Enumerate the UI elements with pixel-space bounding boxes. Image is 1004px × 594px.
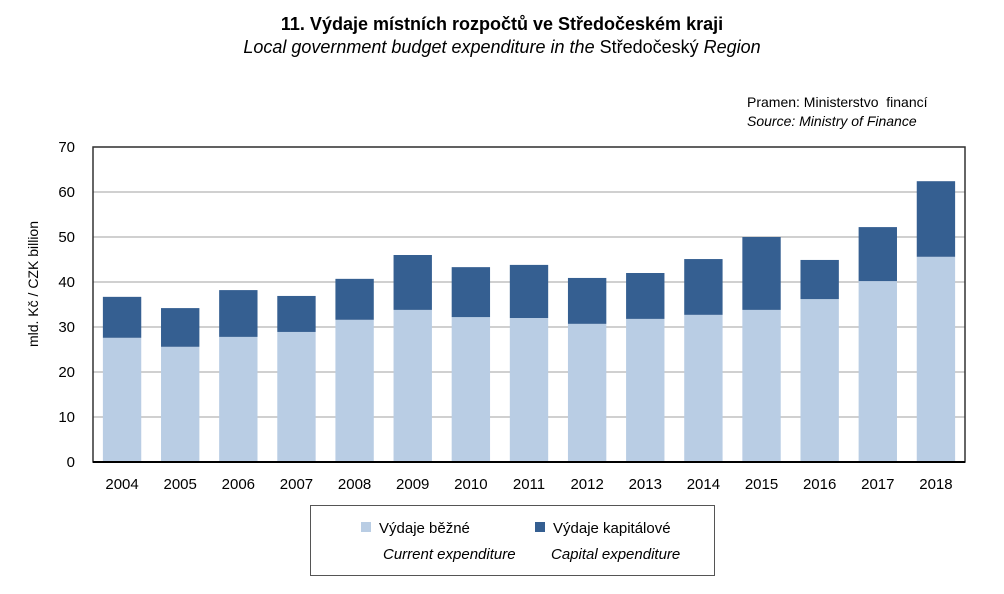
chart-subtitle: Local government budget expenditure in t… (0, 37, 1004, 58)
x-tick-label: 2005 (164, 476, 197, 493)
y-tick-label: 30 (58, 319, 75, 336)
x-tick-label: 2007 (280, 476, 313, 493)
bar-capital-expenditure (451, 267, 491, 318)
bar-current-expenditure (393, 309, 432, 462)
bar-capital-expenditure (509, 264, 549, 318)
x-tick-label: 2011 (513, 476, 545, 493)
bar-current-expenditure (684, 314, 723, 462)
bar-capital-expenditure (219, 290, 258, 337)
bar-capital-expenditure (102, 296, 142, 338)
bar-current-expenditure (161, 346, 200, 462)
bar-current-expenditure (277, 331, 316, 462)
source-en: Source: Ministry of Finance (747, 113, 917, 129)
legend-label-capital: Výdaje kapitálové (553, 520, 671, 537)
y-tick-label: 60 (58, 184, 75, 201)
bar-capital-expenditure (626, 273, 665, 319)
bar-current-expenditure (509, 318, 549, 462)
bar-capital-expenditure (742, 237, 781, 310)
bar-current-expenditure (219, 336, 258, 462)
source-note: Pramen: Ministerstvo financí Source: Min… (747, 93, 928, 131)
bar-capital-expenditure (393, 255, 432, 310)
x-tick-label: 2010 (454, 476, 487, 493)
bar-current-expenditure (916, 256, 956, 462)
bar-capital-expenditure (800, 259, 839, 300)
legend-item-current: Výdaje běžné (361, 520, 470, 537)
legend-swatch-current (361, 522, 371, 532)
x-tick-label: 2017 (861, 476, 894, 493)
x-tick-label: 2012 (570, 476, 603, 493)
x-tick-label: 2014 (687, 476, 720, 493)
bar-capital-expenditure (277, 295, 316, 332)
y-tick-label: 10 (58, 409, 75, 426)
x-tick-label: 2013 (629, 476, 662, 493)
x-tick-label: 2009 (396, 476, 429, 493)
bar-current-expenditure (451, 317, 491, 462)
legend-label-current: Výdaje běžné (379, 520, 470, 537)
y-tick-label: 20 (58, 364, 75, 381)
bar-capital-expenditure (335, 278, 374, 320)
legend-swatch-capital (535, 522, 545, 532)
legend: Výdaje běžné Výdaje kapitálové Current e… (310, 505, 715, 576)
source-cz: Pramen: Ministerstvo financí (747, 94, 928, 110)
bar-current-expenditure (567, 323, 607, 462)
bar-capital-expenditure (858, 227, 897, 282)
bar-capital-expenditure (567, 277, 607, 324)
bar-current-expenditure (335, 319, 374, 462)
subtitle-part-1: Local government budget expenditure in t… (243, 37, 600, 57)
x-tick-label: 2006 (222, 476, 255, 493)
bar-current-expenditure (742, 309, 781, 462)
y-tick-label: 50 (58, 229, 75, 246)
chart-title: 11. Výdaje místních rozpočtů ve Středoče… (280, 14, 724, 34)
bar-capital-expenditure (916, 181, 956, 257)
x-tick-label: 2016 (803, 476, 836, 493)
subtitle-part-2: Středočeský (599, 37, 699, 57)
bar-capital-expenditure (161, 308, 200, 347)
x-tick-label: 2015 (745, 476, 778, 493)
y-tick-label: 70 (58, 139, 75, 156)
legend-label-capital-en: Capital expenditure (551, 546, 681, 563)
y-tick-label: 40 (58, 274, 75, 291)
bar-current-expenditure (626, 318, 665, 462)
legend-label-current-en: Current expenditure (383, 546, 516, 563)
y-tick-label: 0 (67, 454, 75, 471)
x-tick-label: 2018 (919, 476, 952, 493)
x-tick-label: 2004 (105, 476, 138, 493)
bar-capital-expenditure (684, 259, 723, 315)
subtitle-part-3: Region (698, 37, 761, 57)
x-tick-label: 2008 (338, 476, 371, 493)
bar-current-expenditure (858, 281, 897, 462)
bar-current-expenditure (102, 337, 142, 462)
legend-item-capital: Výdaje kapitálové (535, 520, 671, 537)
bar-current-expenditure (800, 299, 839, 462)
